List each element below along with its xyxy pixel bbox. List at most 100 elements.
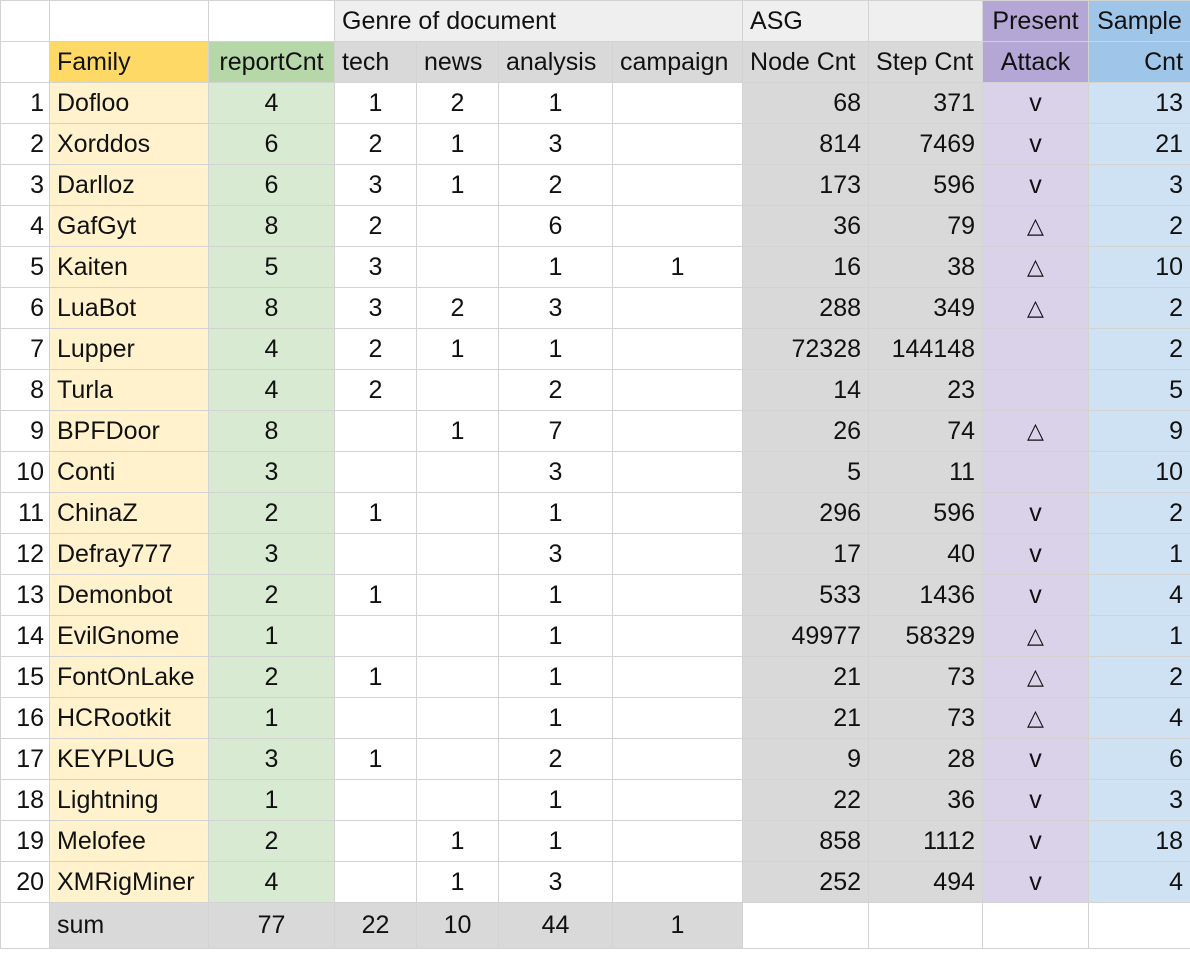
campaign-cell[interactable]	[611, 164, 744, 206]
news-cell[interactable]	[416, 205, 499, 247]
analysis-cell[interactable]: 1	[498, 246, 613, 288]
node-cnt-cell[interactable]: 26	[742, 410, 870, 452]
campaign-cell[interactable]	[611, 861, 744, 903]
attack-cell[interactable]: △	[982, 697, 1090, 739]
node-cnt-cell[interactable]: 288	[742, 287, 870, 329]
tech-cell[interactable]: 2	[334, 369, 417, 411]
row-number[interactable]: 18	[0, 779, 50, 821]
analysis-cell[interactable]: 1	[498, 492, 613, 534]
attack-cell[interactable]: △	[982, 205, 1090, 247]
tech-cell[interactable]: 1	[334, 82, 417, 124]
tech-cell[interactable]	[334, 697, 417, 739]
tech-cell[interactable]: 2	[334, 205, 417, 247]
family-cell[interactable]: Conti	[49, 451, 209, 493]
row-number[interactable]: 12	[0, 533, 50, 575]
attack-cell[interactable]: v	[982, 533, 1090, 575]
campaign-header[interactable]: campaign	[611, 41, 744, 83]
node-cnt-cell[interactable]: 296	[742, 492, 870, 534]
sample-cnt-cell[interactable]: 10	[1088, 451, 1190, 493]
analysis-cell[interactable]: 2	[498, 738, 613, 780]
analysis-cell[interactable]: 3	[498, 533, 613, 575]
sample-cnt-cell[interactable]: 4	[1088, 574, 1190, 616]
reportcnt-cell[interactable]: 2	[208, 574, 335, 616]
node-cnt-cell[interactable]: 21	[742, 656, 870, 698]
news-cell[interactable]: 1	[416, 861, 499, 903]
step-cnt-header[interactable]: Step Cnt	[868, 41, 984, 83]
row-number[interactable]: 9	[0, 410, 50, 452]
tech-cell[interactable]: 2	[334, 123, 417, 165]
step-cnt-cell[interactable]: 73	[868, 697, 984, 739]
news-cell[interactable]	[416, 615, 499, 657]
sample-cnt-cell[interactable]: 1	[1088, 533, 1190, 575]
corner-cell[interactable]	[0, 0, 50, 42]
news-cell[interactable]	[416, 697, 499, 739]
tech-cell[interactable]: 3	[334, 164, 417, 206]
attack-cell[interactable]	[982, 328, 1090, 370]
cell-empty[interactable]	[0, 902, 50, 949]
step-cnt-cell[interactable]: 28	[868, 738, 984, 780]
analysis-cell[interactable]: 6	[498, 205, 613, 247]
row-number[interactable]: 4	[0, 205, 50, 247]
news-cell[interactable]	[416, 738, 499, 780]
analysis-cell[interactable]: 1	[498, 779, 613, 821]
campaign-cell[interactable]	[611, 123, 744, 165]
reportcnt-cell[interactable]: 4	[208, 369, 335, 411]
sample-cnt-cell[interactable]: 6	[1088, 738, 1190, 780]
family-cell[interactable]: LuaBot	[49, 287, 209, 329]
reportcnt-cell[interactable]: 8	[208, 287, 335, 329]
node-cnt-cell[interactable]: 252	[742, 861, 870, 903]
cnt-header[interactable]: Cnt	[1088, 41, 1190, 83]
campaign-cell[interactable]	[611, 451, 744, 493]
reportcnt-cell[interactable]: 8	[208, 205, 335, 247]
attack-cell[interactable]	[982, 369, 1090, 411]
news-cell[interactable]	[416, 369, 499, 411]
sample-header[interactable]: Sample	[1088, 0, 1190, 42]
node-cnt-cell[interactable]: 21	[742, 697, 870, 739]
step-cnt-cell[interactable]: 349	[868, 287, 984, 329]
node-cnt-cell[interactable]: 68	[742, 82, 870, 124]
campaign-cell[interactable]	[611, 205, 744, 247]
analysis-cell[interactable]: 2	[498, 164, 613, 206]
sample-cnt-cell[interactable]: 3	[1088, 164, 1190, 206]
news-header[interactable]: news	[416, 41, 499, 83]
campaign-cell[interactable]	[611, 779, 744, 821]
family-cell[interactable]: Turla	[49, 369, 209, 411]
sample-cnt-cell[interactable]: 2	[1088, 287, 1190, 329]
step-cnt-cell[interactable]: 1436	[868, 574, 984, 616]
attack-cell[interactable]: v	[982, 164, 1090, 206]
step-cnt-cell[interactable]: 371	[868, 82, 984, 124]
tech-cell[interactable]: 1	[334, 738, 417, 780]
analysis-cell[interactable]: 1	[498, 656, 613, 698]
cell-empty[interactable]	[868, 902, 984, 949]
tech-cell[interactable]: 1	[334, 656, 417, 698]
family-cell[interactable]: Kaiten	[49, 246, 209, 288]
news-cell[interactable]: 1	[416, 820, 499, 862]
reportcnt-cell[interactable]: 4	[208, 328, 335, 370]
tech-cell[interactable]	[334, 410, 417, 452]
reportcnt-cell[interactable]: 8	[208, 410, 335, 452]
sample-cnt-cell[interactable]: 5	[1088, 369, 1190, 411]
node-cnt-cell[interactable]: 49977	[742, 615, 870, 657]
family-cell[interactable]: EvilGnome	[49, 615, 209, 657]
step-cnt-cell[interactable]: 1112	[868, 820, 984, 862]
cell-empty[interactable]	[1088, 902, 1190, 949]
campaign-cell[interactable]	[611, 369, 744, 411]
tech-cell[interactable]	[334, 451, 417, 493]
attack-cell[interactable]: △	[982, 410, 1090, 452]
sum-campaign[interactable]: 1	[611, 902, 744, 949]
row-number[interactable]: 5	[0, 246, 50, 288]
campaign-cell[interactable]: 1	[611, 246, 744, 288]
family-cell[interactable]: FontOnLake	[49, 656, 209, 698]
attack-cell[interactable]: v	[982, 779, 1090, 821]
cell-empty[interactable]	[868, 0, 984, 42]
node-cnt-cell[interactable]: 9	[742, 738, 870, 780]
campaign-cell[interactable]	[611, 656, 744, 698]
analysis-cell[interactable]: 3	[498, 861, 613, 903]
node-cnt-cell[interactable]: 533	[742, 574, 870, 616]
reportcnt-cell[interactable]: 3	[208, 451, 335, 493]
news-cell[interactable]	[416, 246, 499, 288]
sum-news[interactable]: 10	[416, 902, 499, 949]
row-number[interactable]: 13	[0, 574, 50, 616]
sample-cnt-cell[interactable]: 1	[1088, 615, 1190, 657]
row-number[interactable]: 14	[0, 615, 50, 657]
